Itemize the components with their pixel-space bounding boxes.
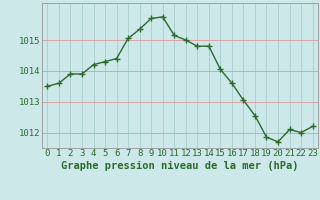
X-axis label: Graphe pression niveau de la mer (hPa): Graphe pression niveau de la mer (hPa) bbox=[61, 161, 299, 171]
